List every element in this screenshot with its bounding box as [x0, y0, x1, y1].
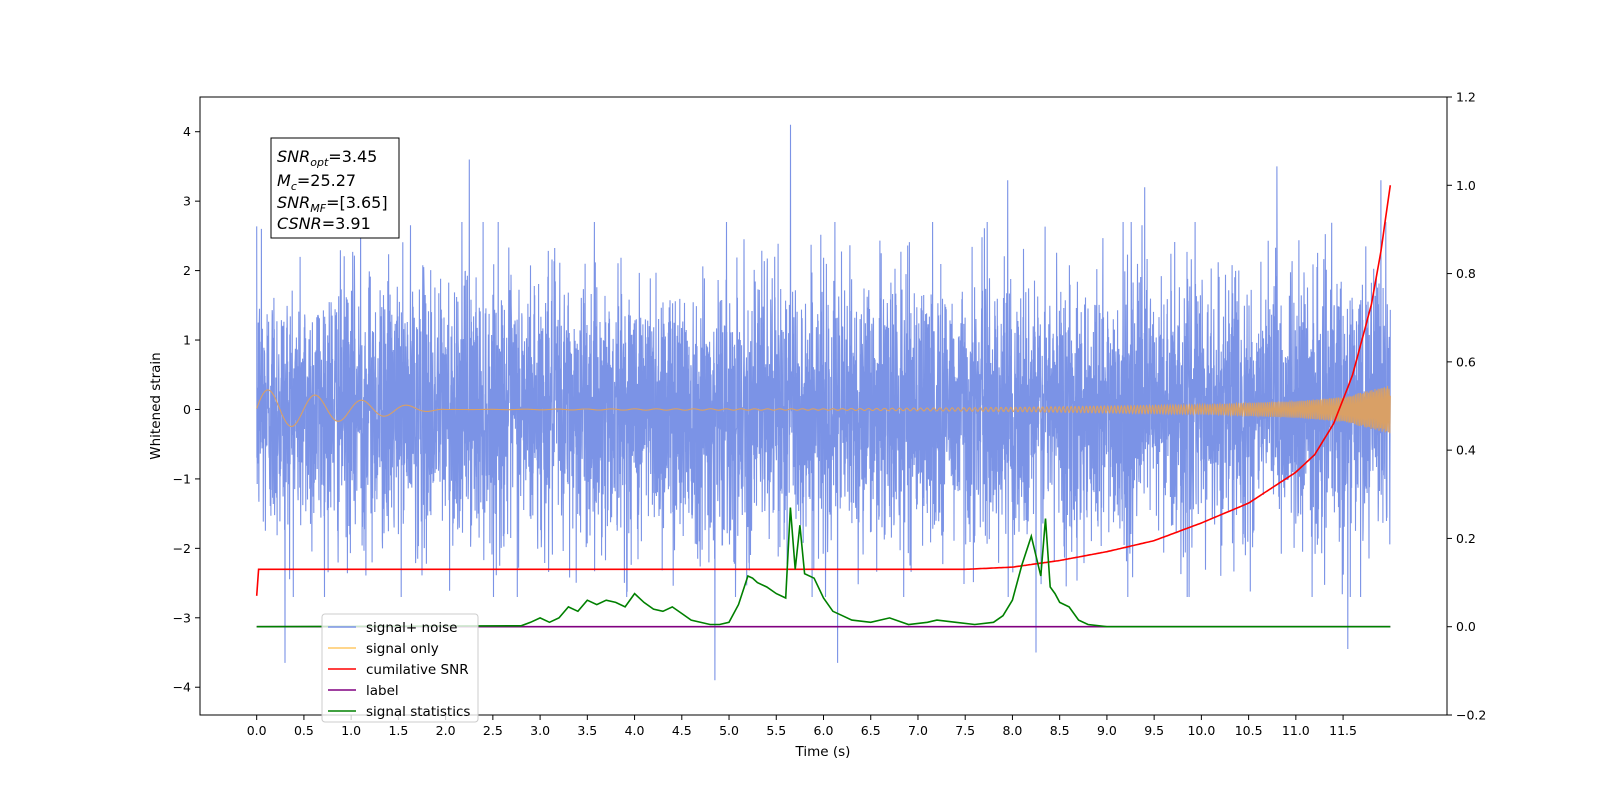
x-tick-label: 8.0: [1002, 723, 1022, 738]
legend-label: signal statistics: [366, 704, 470, 720]
x-axis-label: Time (s): [795, 744, 851, 760]
y-left-tick-label: 1: [183, 333, 191, 348]
x-axis-ticks: 0.0 0.5 1.0 1.5 2.0 2.5 3.0 3.5 4.0 4.5 5.0 5.5 6.0 6…: [247, 715, 1357, 738]
legend-label: cumilative SNR: [366, 662, 469, 678]
y-right-tick-label: 0.4: [1456, 443, 1476, 458]
x-tick-label: 5.5: [766, 723, 786, 738]
legend: signal+ noise signal only cumilative SNR la…: [321, 613, 479, 723]
x-tick-label: 1.5: [388, 723, 408, 738]
x-tick-label: 1.0: [341, 723, 361, 738]
y-left-tick-label: −3: [173, 610, 191, 625]
x-tick-label: 11.0: [1282, 723, 1310, 738]
x-tick-label: 7.5: [955, 723, 975, 738]
y-right-tick-label: −0.2: [1456, 708, 1486, 723]
series-signal-only-line: [256, 385, 1391, 434]
info-box-frame: [270, 137, 400, 239]
info-mc: Mc=25.27: [277, 171, 356, 193]
legend-label: label: [366, 683, 399, 699]
x-tick-label: 0.0: [247, 723, 267, 738]
x-tick-label: 9.0: [1097, 723, 1117, 738]
y-right-tick-label: 0.2: [1456, 531, 1476, 546]
y-left-tick-label: −2: [173, 541, 191, 556]
y-left-tick-label: 2: [183, 263, 191, 278]
series-cumulative-snr-line: [255, 185, 1392, 596]
y-right-tick-label: 0.0: [1456, 619, 1476, 634]
y-left-tick-label: 3: [183, 194, 191, 209]
series-signal-noise-line: [256, 124, 1391, 681]
x-tick-label: 8.5: [1050, 723, 1070, 738]
info-csnr: CSNR=3.91: [277, 214, 371, 233]
info-snr-mf: SNRMF=[3.65]: [277, 193, 388, 215]
y-right-tick-label: 1.2: [1456, 90, 1476, 105]
x-tick-label: 11.5: [1329, 723, 1357, 738]
noise-series: [256, 124, 1391, 681]
y-right-tick-label: 0.6: [1456, 354, 1476, 369]
y-right-tick-label: 1.0: [1456, 178, 1476, 193]
x-tick-label: 5.0: [719, 723, 739, 738]
y-right-tick-label: 0.8: [1456, 266, 1476, 281]
y-left-tick-label: −4: [173, 680, 191, 695]
info-box: SNRopt=3.45 Mc=25.27 SNRMF=[3.65] CSNR=3…: [270, 137, 400, 239]
info-snr-opt: SNRopt=3.45: [277, 147, 377, 169]
y-left-tick-label: 4: [183, 124, 191, 139]
y-axis-left-label: Whitened strain: [148, 352, 164, 459]
x-tick-label: 2.0: [436, 723, 456, 738]
x-tick-label: 3.5: [577, 723, 597, 738]
x-tick-label: 3.0: [530, 723, 550, 738]
x-tick-label: 9.5: [1144, 723, 1164, 738]
x-tick-label: 4.0: [625, 723, 645, 738]
y-axis-right-ticks: 1.2 1.0 0.8 0.6 0.4 0.2 0.0 −0.2: [1447, 90, 1486, 723]
legend-frame: [321, 613, 479, 723]
y-left-tick-label: 0: [183, 402, 191, 417]
x-tick-label: 10.0: [1187, 723, 1215, 738]
x-tick-label: 6.5: [861, 723, 881, 738]
x-tick-label: 0.5: [294, 723, 314, 738]
x-tick-label: 4.5: [672, 723, 692, 738]
signal-series: [256, 385, 1391, 434]
legend-label: signal only: [366, 641, 439, 657]
y-axis-left-ticks: 4 3 2 1 0 −1 −2 −3 −4: [173, 124, 200, 695]
legend-label: signal+ noise: [366, 620, 457, 636]
series-signal-statistics-line: [256, 507, 1391, 628]
y-left-tick-label: −1: [173, 471, 191, 486]
x-tick-label: 2.5: [483, 723, 503, 738]
x-tick-label: 7.0: [908, 723, 928, 738]
x-tick-label: 10.5: [1235, 723, 1263, 738]
x-tick-label: 6.0: [814, 723, 834, 738]
